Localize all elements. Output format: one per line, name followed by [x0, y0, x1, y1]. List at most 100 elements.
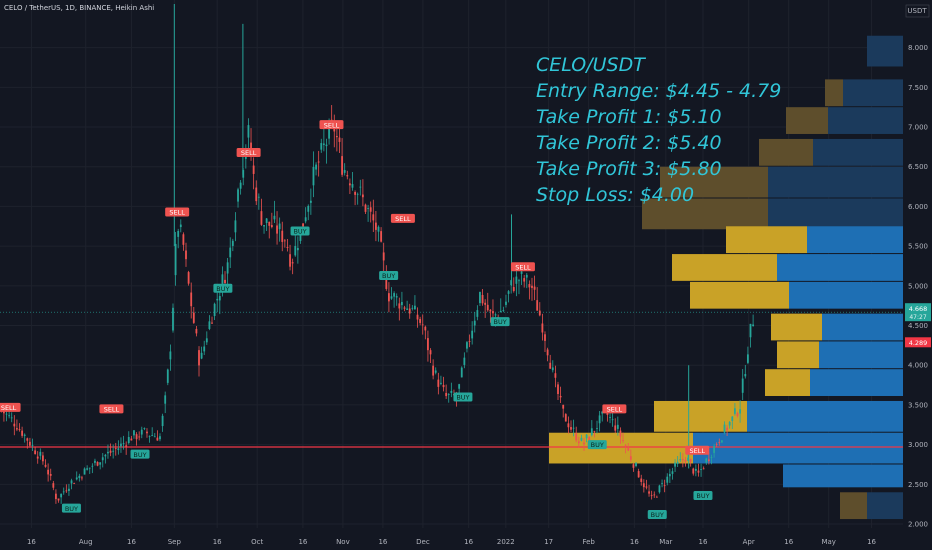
- candle-body: [252, 165, 255, 174]
- candle-body: [572, 427, 575, 429]
- candle-body: [81, 477, 83, 479]
- candle-body: [575, 433, 578, 441]
- candle-body: [583, 442, 585, 445]
- candle-body: [661, 482, 663, 484]
- candle-body: [107, 451, 109, 454]
- candle-body: [294, 245, 297, 256]
- volume-profile-bar-up: [867, 35, 903, 67]
- candle-body: [239, 182, 242, 189]
- volume-profile-bar-down: [765, 369, 810, 396]
- candle-body: [445, 392, 448, 397]
- buy-signal-label: BUY: [453, 392, 473, 402]
- candle-body: [276, 225, 278, 234]
- candle-body: [263, 225, 265, 227]
- candle-body: [34, 450, 37, 454]
- candle-body: [161, 415, 164, 427]
- candle-body: [663, 485, 666, 487]
- time-tick-label: May: [821, 538, 835, 546]
- signal-text: SELL: [515, 263, 531, 271]
- candle-body: [427, 338, 429, 351]
- candle-body: [44, 464, 47, 467]
- time-axis[interactable]: 16 Aug 16 Sep 16 Oct 16 Nov 16 Dec 16 2022 17 Feb 16 Ma…: [0, 528, 932, 550]
- price-axis[interactable]: USDT 2.000 2.500 3.000 3.500 4.000 4.500 5.000 5…: [903, 0, 932, 550]
- candle-body: [359, 186, 362, 188]
- candle-body: [120, 443, 122, 447]
- price-tick-label: 7.500: [908, 84, 928, 92]
- candle-body: [317, 161, 320, 163]
- price-tick-label: 6.000: [908, 203, 928, 211]
- candle-body: [744, 374, 747, 377]
- volume-profile-bar-up: [807, 226, 903, 254]
- candle-body: [88, 467, 91, 469]
- candle-body: [645, 486, 648, 488]
- candle-body: [78, 475, 81, 479]
- candle-body: [390, 296, 393, 299]
- candle-body: [343, 169, 346, 173]
- volume-profile-bar-up: [813, 138, 903, 166]
- candle-body: [551, 367, 554, 371]
- buy-signal-label: BUY: [213, 283, 233, 293]
- price-tick-label: 6.500: [908, 163, 928, 171]
- candle-body: [361, 194, 364, 198]
- candle-body: [489, 309, 492, 312]
- sell-signal-label: SELL: [0, 402, 21, 412]
- candle-body: [36, 456, 39, 459]
- candle-body: [177, 230, 180, 237]
- candle-body: [73, 483, 76, 485]
- candle-body: [283, 240, 286, 242]
- buy-signal-label: BUY: [647, 510, 667, 519]
- candle-body: [2, 411, 5, 414]
- annotation-line-tp3: Take Profit 3: $5.80: [536, 158, 722, 180]
- candle-body: [10, 417, 13, 419]
- candle-body: [419, 318, 422, 323]
- candle-body: [588, 437, 591, 441]
- candle-body: [309, 200, 312, 203]
- candle-body: [616, 424, 619, 429]
- candle-body: [195, 328, 198, 334]
- candle-body: [49, 474, 52, 476]
- symbol-title: CELO / TetherUS, 1D, BINANCE, Heikin Ash…: [4, 4, 155, 12]
- signal-text: SELL: [395, 215, 411, 223]
- candle-body: [434, 370, 437, 373]
- candle-body: [304, 217, 307, 222]
- candle-body: [676, 461, 679, 464]
- candle-body: [372, 214, 375, 221]
- candle-body: [296, 247, 299, 251]
- candle-body: [679, 459, 682, 461]
- candle-body: [447, 394, 450, 395]
- candle-body: [531, 285, 533, 288]
- candle-body: [15, 428, 18, 430]
- candle-body: [512, 287, 515, 291]
- candle-body: [562, 404, 565, 409]
- candle-body: [356, 193, 359, 195]
- price-tick-label: 5.000: [908, 282, 928, 290]
- current-price-tag: [905, 303, 931, 322]
- candle-body: [125, 445, 128, 447]
- candle-body: [325, 144, 328, 147]
- currency-label: USDT: [907, 7, 927, 15]
- candle-body: [554, 373, 557, 378]
- candle-body: [315, 164, 317, 170]
- time-tick-label: Oct: [251, 538, 263, 546]
- candle-body: [538, 310, 541, 316]
- candle-body: [65, 490, 68, 492]
- annotation-line-stop: Stop Loss: $4.00: [536, 184, 695, 206]
- candle-body: [257, 196, 260, 198]
- candle-body: [395, 296, 398, 298]
- candles: [0, 3, 903, 504]
- candle-body: [151, 435, 154, 436]
- candle-body: [611, 419, 614, 421]
- time-tick-label: Aug: [79, 538, 93, 546]
- candle-body: [596, 428, 598, 429]
- candle-body: [255, 187, 258, 202]
- candle-body: [5, 413, 8, 415]
- volume-profile-bar-up: [828, 107, 903, 134]
- candle-body: [533, 286, 536, 290]
- volume-profile: [549, 35, 903, 520]
- candle-body: [75, 477, 78, 480]
- candle-body: [68, 488, 70, 491]
- buy-signal-label: BUY: [61, 503, 81, 513]
- volume-profile-bar-up: [822, 313, 903, 341]
- candle-body: [387, 293, 390, 302]
